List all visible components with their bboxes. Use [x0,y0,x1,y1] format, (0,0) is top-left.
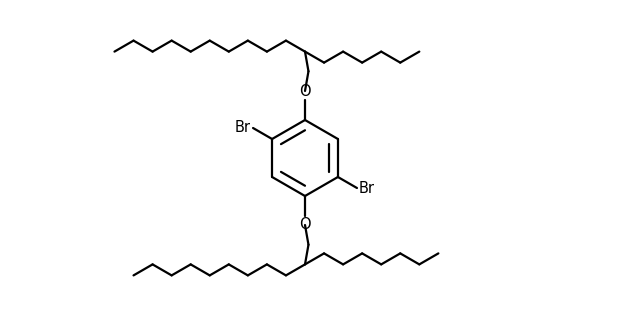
Text: Br: Br [235,120,251,135]
Text: O: O [299,217,311,232]
Text: Br: Br [359,180,375,195]
Text: O: O [299,84,311,99]
